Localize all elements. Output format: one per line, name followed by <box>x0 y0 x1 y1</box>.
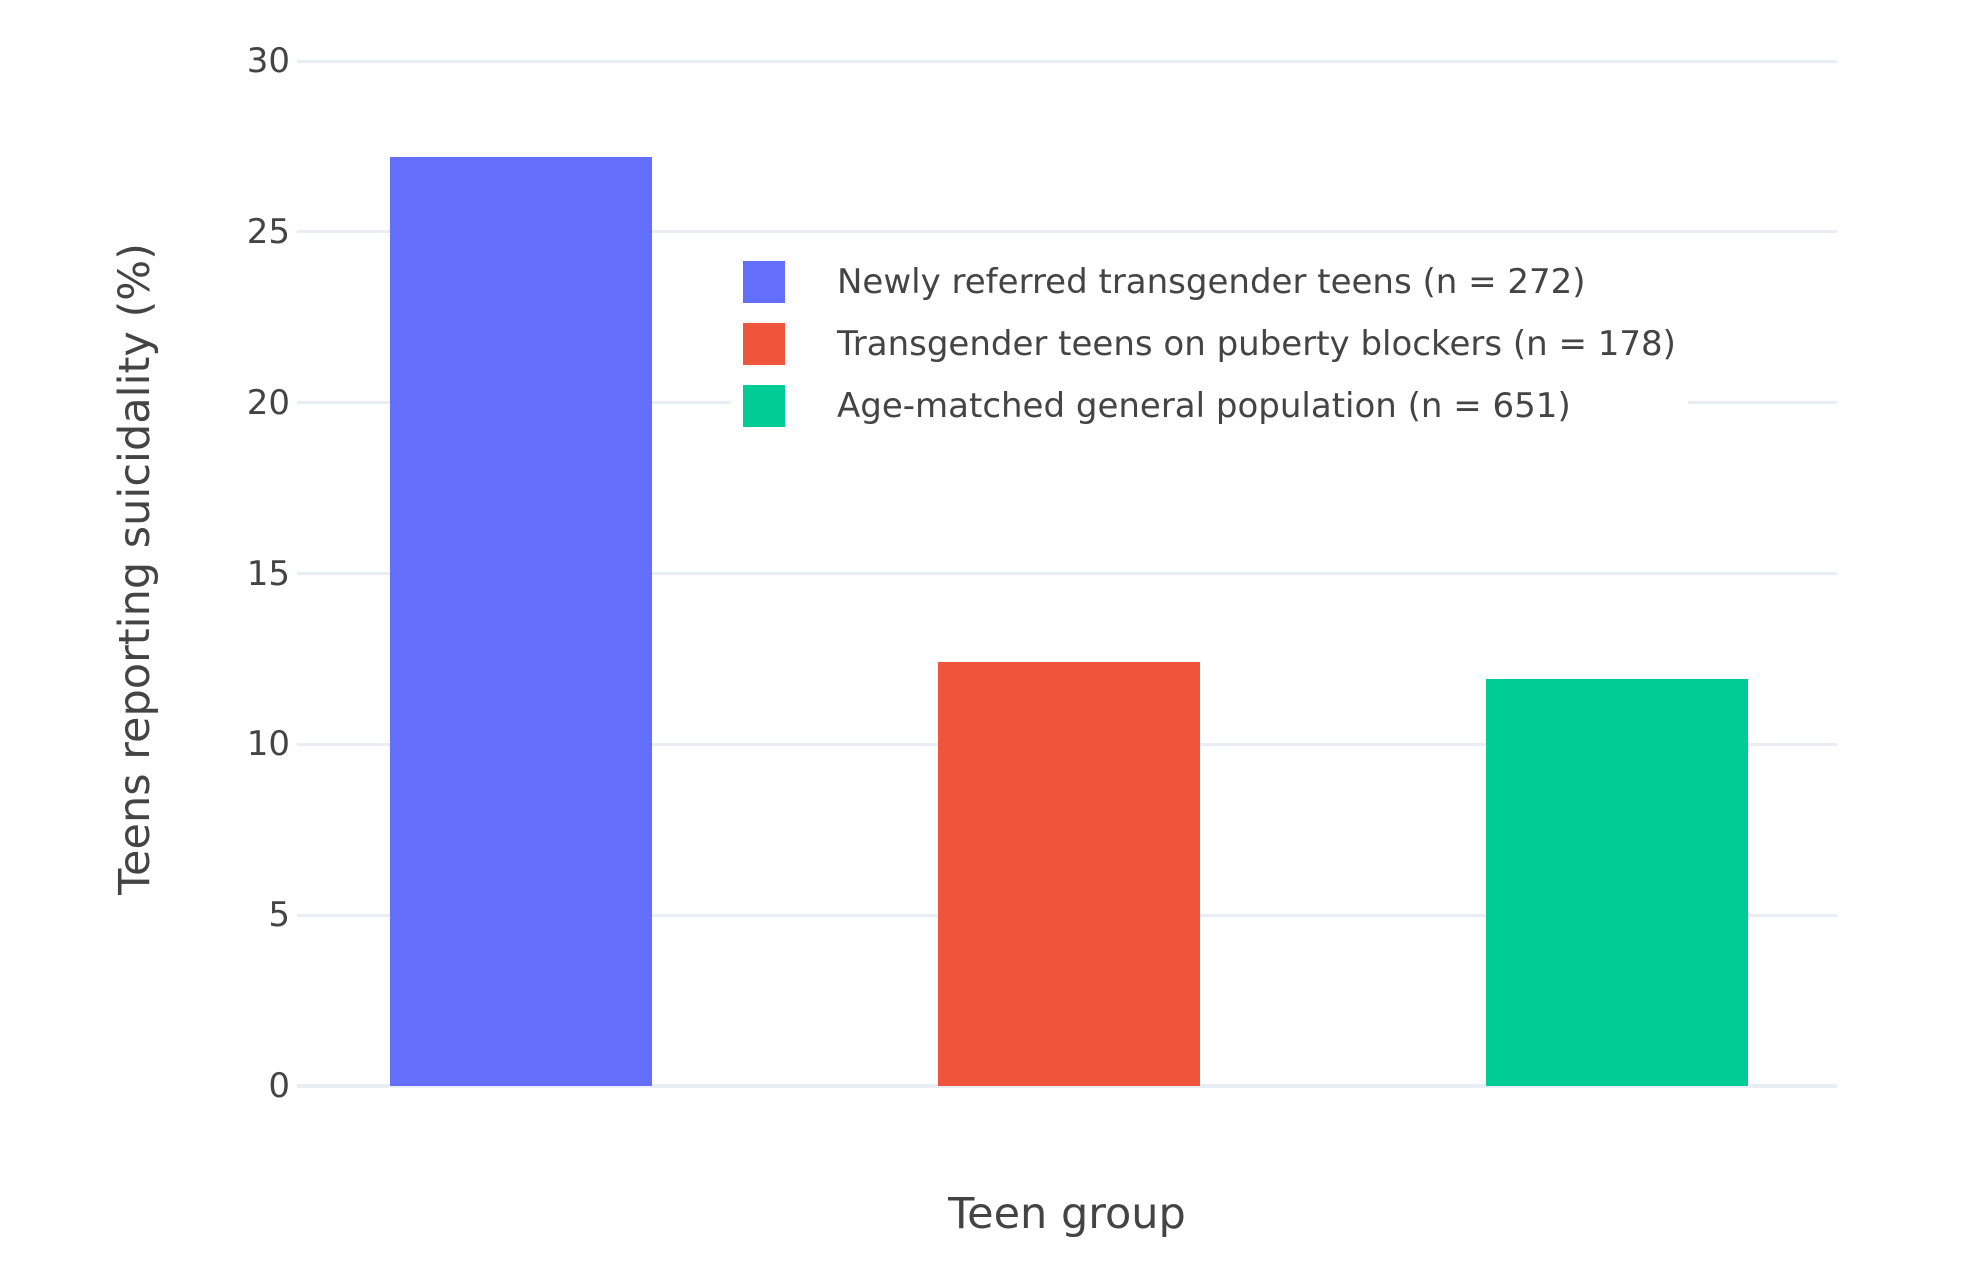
y-axis-title: Teens reporting suicidality (%) <box>110 243 160 895</box>
legend-swatch <box>743 385 785 427</box>
gridline <box>297 572 1837 575</box>
legend-label: Age-matched general population (n = 651) <box>837 386 1571 426</box>
legend-swatch <box>743 261 785 303</box>
bar-2 <box>1486 679 1748 1086</box>
legend-item-2[interactable]: Age-matched general population (n = 651) <box>743 375 1676 437</box>
zero-gridline <box>297 1084 1837 1088</box>
y-tick-label: 10 <box>246 724 290 765</box>
y-tick-label: 30 <box>246 41 290 81</box>
legend-item-0[interactable]: Newly referred transgender teens (n = 27… <box>743 251 1676 313</box>
bar-0 <box>390 156 652 1086</box>
legend-label: Newly referred transgender teens (n = 27… <box>837 262 1586 302</box>
bar-1 <box>938 662 1200 1086</box>
y-tick-label: 5 <box>268 895 290 936</box>
y-tick-label: 0 <box>268 1066 290 1106</box>
x-axis-title: Teen group <box>948 1189 1186 1239</box>
y-tick-label: 15 <box>246 553 290 594</box>
y-tick-label: 20 <box>246 382 290 423</box>
gridline <box>297 59 1837 63</box>
legend-item-1[interactable]: Transgender teens on puberty blockers (n… <box>743 313 1676 375</box>
legend-swatch <box>743 323 785 365</box>
legend-label: Transgender teens on puberty blockers (n… <box>837 324 1676 364</box>
gridline <box>297 230 1837 234</box>
legend: Newly referred transgender teens (n = 27… <box>731 251 1688 437</box>
y-tick-label: 25 <box>246 211 290 252</box>
